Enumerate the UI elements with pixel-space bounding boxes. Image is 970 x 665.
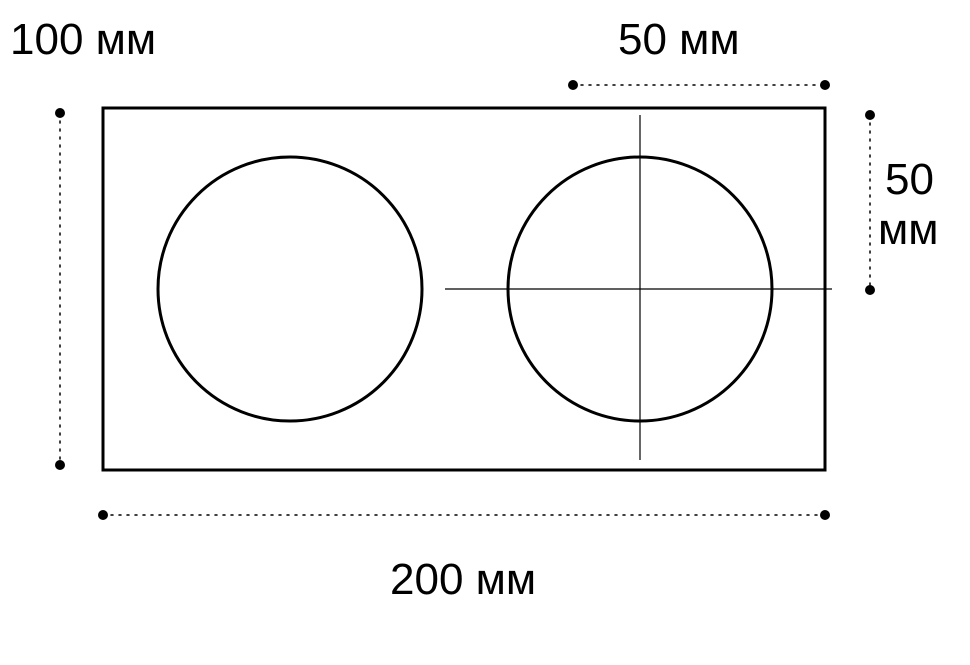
dim-right-dot-bottom bbox=[865, 285, 875, 295]
dim-left-dot-bottom bbox=[55, 460, 65, 470]
label-bottom-200mm: 200 мм bbox=[390, 555, 536, 605]
dim-right-dot-top bbox=[865, 110, 875, 120]
label-left-100mm: 100 мм bbox=[10, 15, 156, 65]
technical-drawing: 100 мм 50 мм 50 мм 200 мм bbox=[0, 0, 970, 665]
dim-left-dot-top bbox=[55, 108, 65, 118]
dim-bottom-dot-right bbox=[820, 510, 830, 520]
dim-top-dot-left bbox=[568, 80, 578, 90]
dim-bottom-dot-left bbox=[98, 510, 108, 520]
label-top-50mm: 50 мм bbox=[618, 15, 740, 65]
label-right-50: 50 bbox=[885, 155, 934, 205]
dim-top-dot-right bbox=[820, 80, 830, 90]
label-right-mm: мм bbox=[878, 205, 939, 255]
left-circle bbox=[158, 157, 422, 421]
